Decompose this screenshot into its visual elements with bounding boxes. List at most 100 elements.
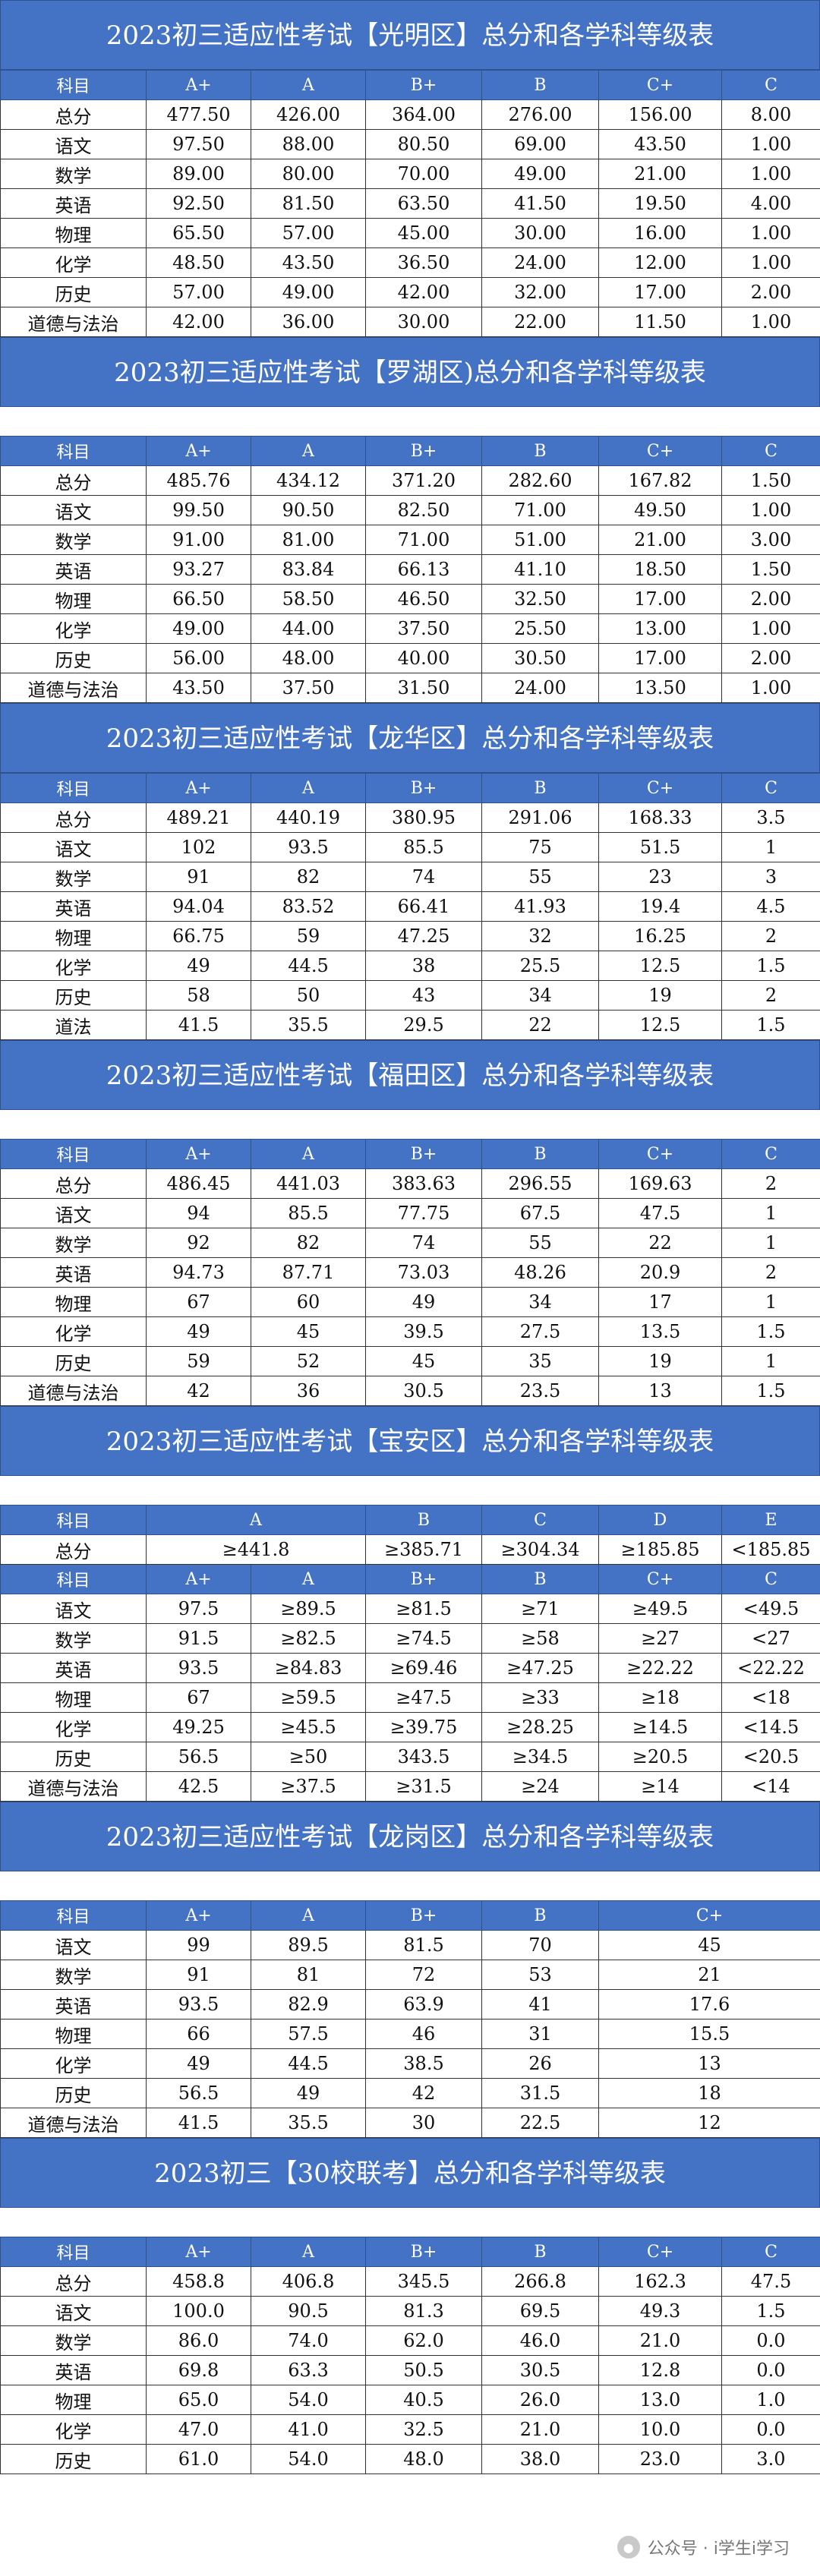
table-cell: <18 bbox=[721, 1682, 820, 1713]
table-cell: ≥14.5 bbox=[598, 1712, 722, 1742]
table-cell: 71.00 bbox=[365, 525, 482, 555]
table-row: 化学 47.0 41.0 32.5 21.0 10.0 0.0 bbox=[0, 2414, 820, 2445]
table-cell: 477.50 bbox=[146, 99, 251, 130]
table-row: 总分 485.76 434.12 371.20 282.60 167.82 1.50 bbox=[0, 465, 820, 496]
table-cell: 26.0 bbox=[481, 2385, 599, 2415]
header-row: 科目 A+ A B+ B C+ C bbox=[0, 436, 820, 466]
subject-cell: 数学 bbox=[0, 525, 147, 555]
table-row: 历史 56.5 ≥50 343.5 ≥34.5 ≥20.5 <20.5 bbox=[0, 1742, 820, 1772]
table-cell: 46.50 bbox=[365, 584, 482, 614]
table-row: 化学 49.25 ≥45.5 ≥39.75 ≥28.25 ≥14.5 <14.5 bbox=[0, 1712, 820, 1742]
subject-cell: 历史 bbox=[0, 2444, 147, 2474]
column-header: C bbox=[721, 773, 820, 803]
column-header-subject: 科目 bbox=[0, 2237, 147, 2267]
table-cell: 42.5 bbox=[146, 1771, 251, 1802]
table-cell: 1.00 bbox=[721, 613, 820, 644]
table-row: 语文 97.5 ≥89.5 ≥81.5 ≥71 ≥49.5 <49.5 bbox=[0, 1594, 820, 1624]
table-cell: ≥74.5 bbox=[365, 1623, 482, 1654]
table-cell: 1 bbox=[721, 1198, 820, 1228]
table-cell: 36.50 bbox=[365, 248, 482, 278]
table-cell: 32.00 bbox=[481, 277, 599, 307]
table-cell: 1.00 bbox=[721, 495, 820, 525]
table-cell: 51.5 bbox=[598, 832, 722, 862]
table-cell: 55 bbox=[481, 1228, 599, 1258]
column-header: C bbox=[721, 1139, 820, 1169]
table-cell: 62.0 bbox=[365, 2325, 482, 2356]
subject-cell: 化学 bbox=[0, 951, 147, 981]
column-header-subject: 科目 bbox=[0, 1564, 147, 1594]
subject-cell: 总分 bbox=[0, 1534, 147, 1565]
section-title: 2023初三适应性考试【罗湖区)总分和各学科等级表 bbox=[0, 337, 820, 407]
table-row: 英语 93.5 ≥84.83 ≥69.46 ≥47.25 ≥22.22 <22.22 bbox=[0, 1653, 820, 1683]
spacer-row bbox=[1, 1476, 820, 1506]
table-row: 历史 58 50 43 34 19 2 bbox=[0, 980, 820, 1011]
column-header: B+ bbox=[365, 1139, 482, 1169]
table-cell: 30.50 bbox=[481, 643, 599, 673]
header-row: 科目 A+ A B+ B C+ bbox=[0, 1900, 820, 1931]
table-cell: ≥185.85 bbox=[598, 1534, 722, 1565]
table-cell: 93.5 bbox=[146, 1989, 251, 2019]
table-cell: 47.5 bbox=[721, 2266, 820, 2297]
subject-cell: 英语 bbox=[0, 891, 147, 922]
table-cell: 94.73 bbox=[146, 1257, 251, 1288]
table-cell: 17 bbox=[598, 1287, 722, 1317]
table-cell: 4.5 bbox=[721, 891, 820, 922]
subject-cell: 数学 bbox=[0, 2325, 147, 2356]
table-cell: 83.52 bbox=[251, 891, 366, 922]
table-cell: 40.5 bbox=[365, 2385, 482, 2415]
table-cell: 70 bbox=[481, 1930, 599, 1960]
column-header: B+ bbox=[365, 436, 482, 466]
table-cell: 51.00 bbox=[481, 525, 599, 555]
table-cell: ≥304.34 bbox=[481, 1534, 599, 1565]
table-cell: 3 bbox=[721, 862, 820, 892]
table-cell: 156.00 bbox=[598, 99, 722, 130]
table-cell: 25.5 bbox=[481, 951, 599, 981]
subject-cell: 道德与法治 bbox=[0, 1771, 147, 1802]
column-header: C bbox=[481, 1505, 599, 1535]
section-title: 2023初三适应性考试【宝安区】总分和各学科等级表 bbox=[0, 1406, 820, 1476]
table-cell: 8.00 bbox=[721, 99, 820, 130]
table-cell: 87.71 bbox=[251, 1257, 366, 1288]
column-header: A+ bbox=[146, 70, 251, 100]
table-cell: ≥33 bbox=[481, 1682, 599, 1713]
table-cell: 441.03 bbox=[251, 1168, 366, 1199]
table-cell: 2 bbox=[721, 1168, 820, 1199]
grade-table: 科目 A+ A B+ B C+ C 总分 485.76 434.12 371.20 282.60 167… bbox=[0, 407, 820, 703]
table-cell: 41.93 bbox=[481, 891, 599, 922]
table-cell: 93.5 bbox=[251, 832, 366, 862]
table-cell: 13 bbox=[598, 2048, 820, 2079]
column-header: B bbox=[365, 1505, 482, 1535]
spacer-row bbox=[1, 2208, 820, 2237]
table-row: 化学 49 45 39.5 27.5 13.5 1.5 bbox=[0, 1316, 820, 1347]
table-cell: 74 bbox=[365, 1228, 482, 1258]
subject-cell: 道德与法治 bbox=[0, 1376, 147, 1406]
table-cell: 1.00 bbox=[721, 129, 820, 159]
table-cell: 91 bbox=[146, 1960, 251, 1990]
table-cell: 21.0 bbox=[598, 2325, 722, 2356]
table-cell: 1.0 bbox=[721, 2385, 820, 2415]
table-cell: 30.5 bbox=[365, 1376, 482, 1406]
column-header: A+ bbox=[146, 2237, 251, 2267]
table-cell: 36 bbox=[251, 1376, 366, 1406]
table-cell: 2 bbox=[721, 1257, 820, 1288]
table-cell: 30.5 bbox=[481, 2355, 599, 2385]
table-row: 化学 49 44.5 38.5 26 13 bbox=[0, 2048, 820, 2079]
subject-cell: 化学 bbox=[0, 2414, 147, 2445]
table-cell: ≥24 bbox=[481, 1771, 599, 1802]
table-cell: 69.8 bbox=[146, 2355, 251, 2385]
table-cell: 47.5 bbox=[598, 1198, 722, 1228]
subject-cell: 物理 bbox=[0, 1682, 147, 1713]
column-header: B bbox=[481, 70, 599, 100]
table-row: 总分 458.8 406.8 345.5 266.8 162.3 47.5 bbox=[0, 2266, 820, 2297]
table-row: 语文 94 85.5 77.75 67.5 47.5 1 bbox=[0, 1198, 820, 1228]
section-title: 2023初三适应性考试【龙岗区】总分和各学科等级表 bbox=[0, 1802, 820, 1871]
table-cell: 458.8 bbox=[146, 2266, 251, 2297]
table-cell: 91.5 bbox=[146, 1623, 251, 1654]
table-cell: 81.50 bbox=[251, 188, 366, 219]
grade-table: 科目 A B C D E 总分 ≥441.8 ≥385.71 ≥304.34 ≥185.85 <185… bbox=[0, 1476, 820, 1802]
table-cell: 86.0 bbox=[146, 2325, 251, 2356]
table-cell: 39.5 bbox=[365, 1316, 482, 1347]
table-row: 历史 57.00 49.00 42.00 32.00 17.00 2.00 bbox=[0, 277, 820, 307]
table-cell: 41.0 bbox=[251, 2414, 366, 2445]
table-cell: 81.00 bbox=[251, 525, 366, 555]
